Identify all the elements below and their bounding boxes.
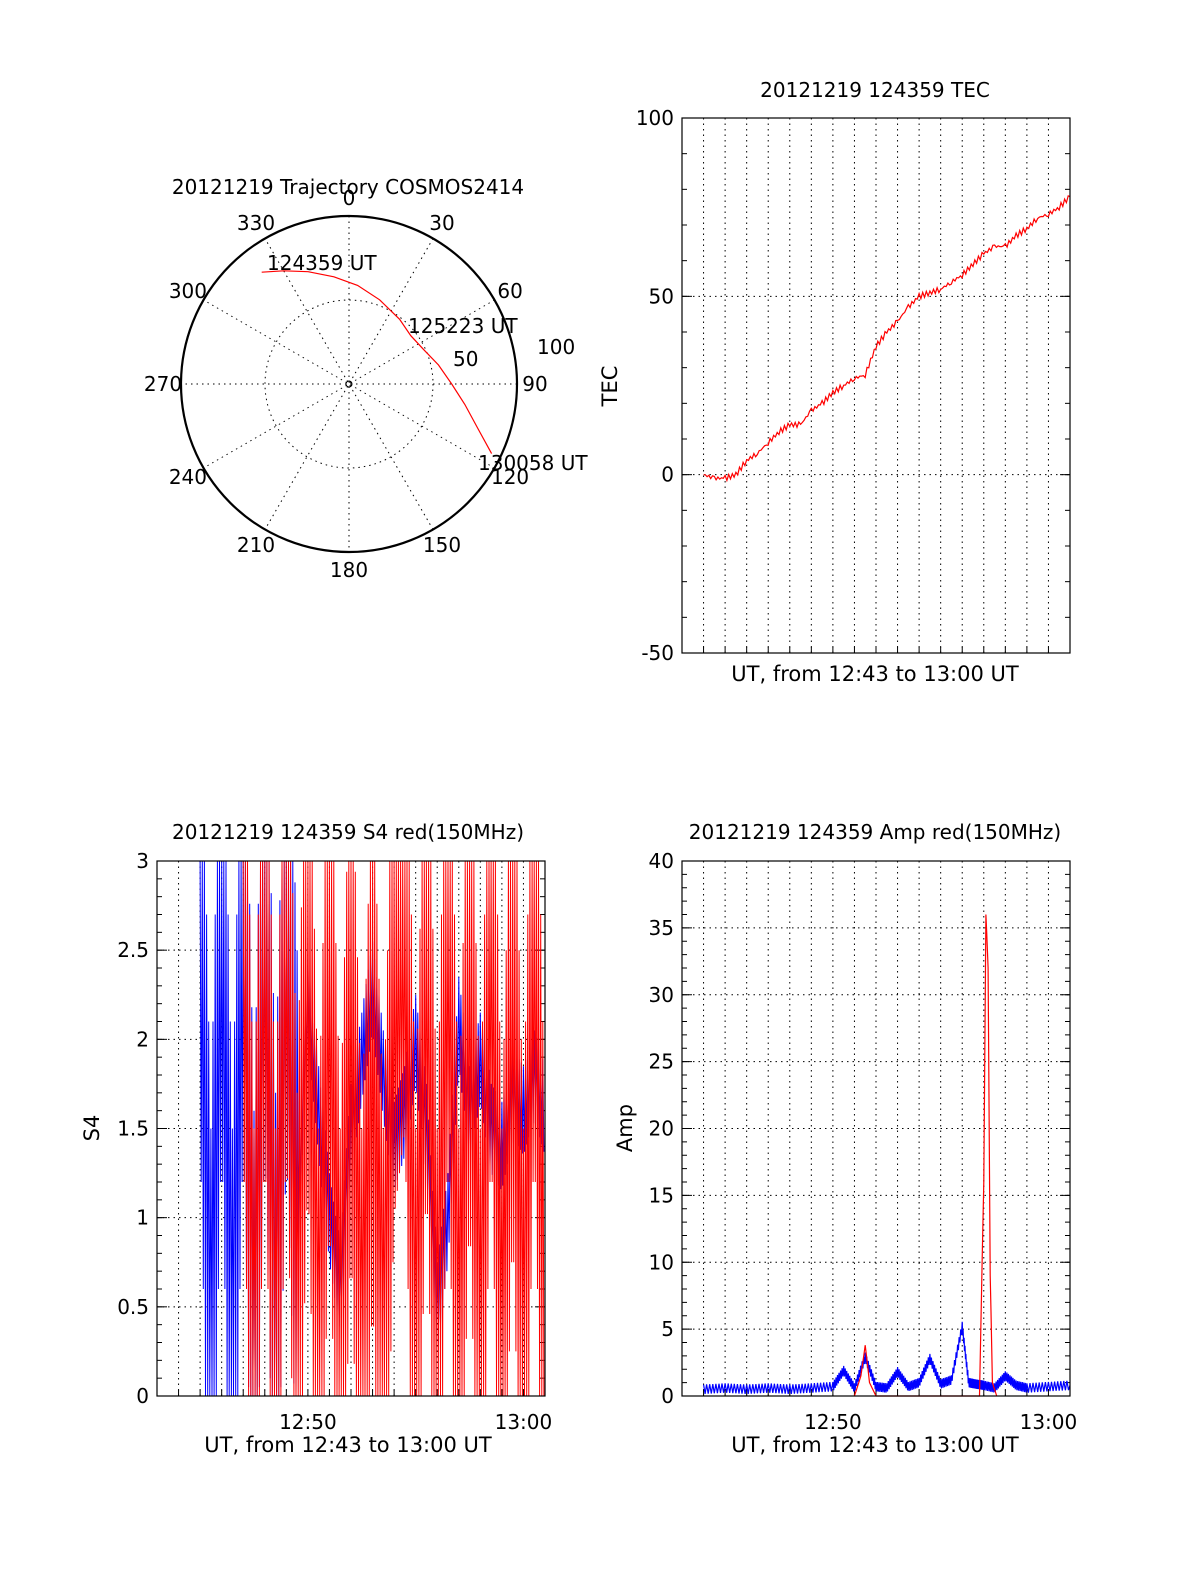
amp-series-line — [703, 1321, 1071, 1395]
x-tick-label: 12:50 — [279, 1410, 337, 1434]
amp-xlabel: UT, from 12:43 to 13:00 UT — [731, 1433, 1019, 1457]
azimuth-label: 330 — [237, 211, 275, 235]
amp-series-line — [853, 914, 998, 1397]
amp-title: 20121219 124359 Amp red(150MHz) — [689, 820, 1061, 844]
y-tick-label: 0.5 — [117, 1295, 149, 1319]
y-tick-label: 15 — [649, 1183, 674, 1207]
y-tick-label: 100 — [636, 106, 674, 130]
polar-spoke — [203, 299, 495, 469]
y-tick-label: 50 — [649, 284, 674, 308]
y-tick-label: 1 — [136, 1206, 149, 1230]
tec-title: 20121219 124359 TEC — [760, 78, 990, 102]
y-tick-label: 35 — [649, 916, 674, 940]
tec-ylabel: TEC — [598, 366, 622, 408]
tec-panel: 20121219 124359 TEC -50 0 50 100 UT, from 1… — [598, 78, 1071, 686]
s4-series-line — [242, 860, 545, 1397]
s4-plot-frame — [156, 860, 546, 1397]
s4-title: 20121219 124359 S4 red(150MHz) — [172, 820, 524, 844]
y-tick-label: 1.5 — [117, 1117, 149, 1141]
trajectory-line — [261, 270, 493, 454]
polar-title: 20121219 Trajectory COSMOS2414 — [172, 175, 524, 199]
annotation-mid: 125223 UT — [408, 314, 518, 338]
s4-xlabel: UT, from 12:43 to 13:00 UT — [204, 1433, 492, 1457]
y-tick-label: 2.5 — [117, 938, 149, 962]
x-tick-label: 12:50 — [804, 1410, 862, 1434]
annotation-end: 130058 UT — [478, 451, 588, 475]
s4-ylabel: S4 — [80, 1115, 104, 1142]
azimuth-label: 270 — [144, 372, 182, 396]
annotation-start: 124359 UT — [267, 251, 377, 275]
azimuth-label: 90 — [522, 372, 547, 396]
tec-series-line — [703, 195, 1071, 483]
azimuth-label: 120 — [491, 465, 529, 489]
y-tick-label: 0 — [136, 1384, 149, 1408]
azimuth-label: 180 — [330, 558, 368, 582]
y-tick-label: 25 — [649, 1050, 674, 1074]
y-tick-label: 2 — [136, 1027, 149, 1051]
azimuth-label: 0 — [343, 186, 356, 210]
ring-label-50: 50 — [453, 347, 478, 371]
amp-plot-frame — [681, 860, 1071, 1397]
amp-ylabel: Amp — [613, 1104, 637, 1152]
y-tick-label: 30 — [649, 983, 674, 1007]
s4-panel: 20121219 124359 S4 red(150MHz) 0 0.5 1 1.5 2… — [80, 820, 552, 1457]
y-tick-label: 20 — [649, 1117, 674, 1141]
ring-label-100: 100 — [537, 335, 575, 359]
azimuth-label: 150 — [423, 533, 461, 557]
polar-spoke — [264, 238, 434, 530]
x-tick-label: 13:00 — [495, 1410, 553, 1434]
amp-panel: 20121219 124359 Amp red(150MHz) 0 5 10 15 20… — [613, 820, 1077, 1457]
azimuth-label: 240 — [169, 465, 207, 489]
azimuth-label: 60 — [497, 279, 522, 303]
y-tick-label: 0 — [661, 463, 674, 487]
polar-spoke — [203, 299, 495, 469]
polar-spoke — [264, 238, 434, 530]
azimuth-label: 30 — [429, 211, 454, 235]
tec-plot-frame — [681, 117, 1071, 654]
y-tick-label: 40 — [649, 849, 674, 873]
y-tick-label: 10 — [649, 1250, 674, 1274]
tec-xlabel: UT, from 12:43 to 13:00 UT — [731, 662, 1019, 686]
polar-trajectory-panel: 20121219 Trajectory COSMOS2414 0 30 60 90 12… — [144, 175, 588, 582]
y-tick-label: 5 — [661, 1317, 674, 1341]
y-tick-label: 3 — [136, 849, 149, 873]
y-tick-label: -50 — [641, 641, 674, 665]
azimuth-label: 210 — [237, 533, 275, 557]
y-tick-label: 0 — [661, 1384, 674, 1408]
azimuth-label: 300 — [169, 279, 207, 303]
x-tick-label: 13:00 — [1020, 1410, 1078, 1434]
